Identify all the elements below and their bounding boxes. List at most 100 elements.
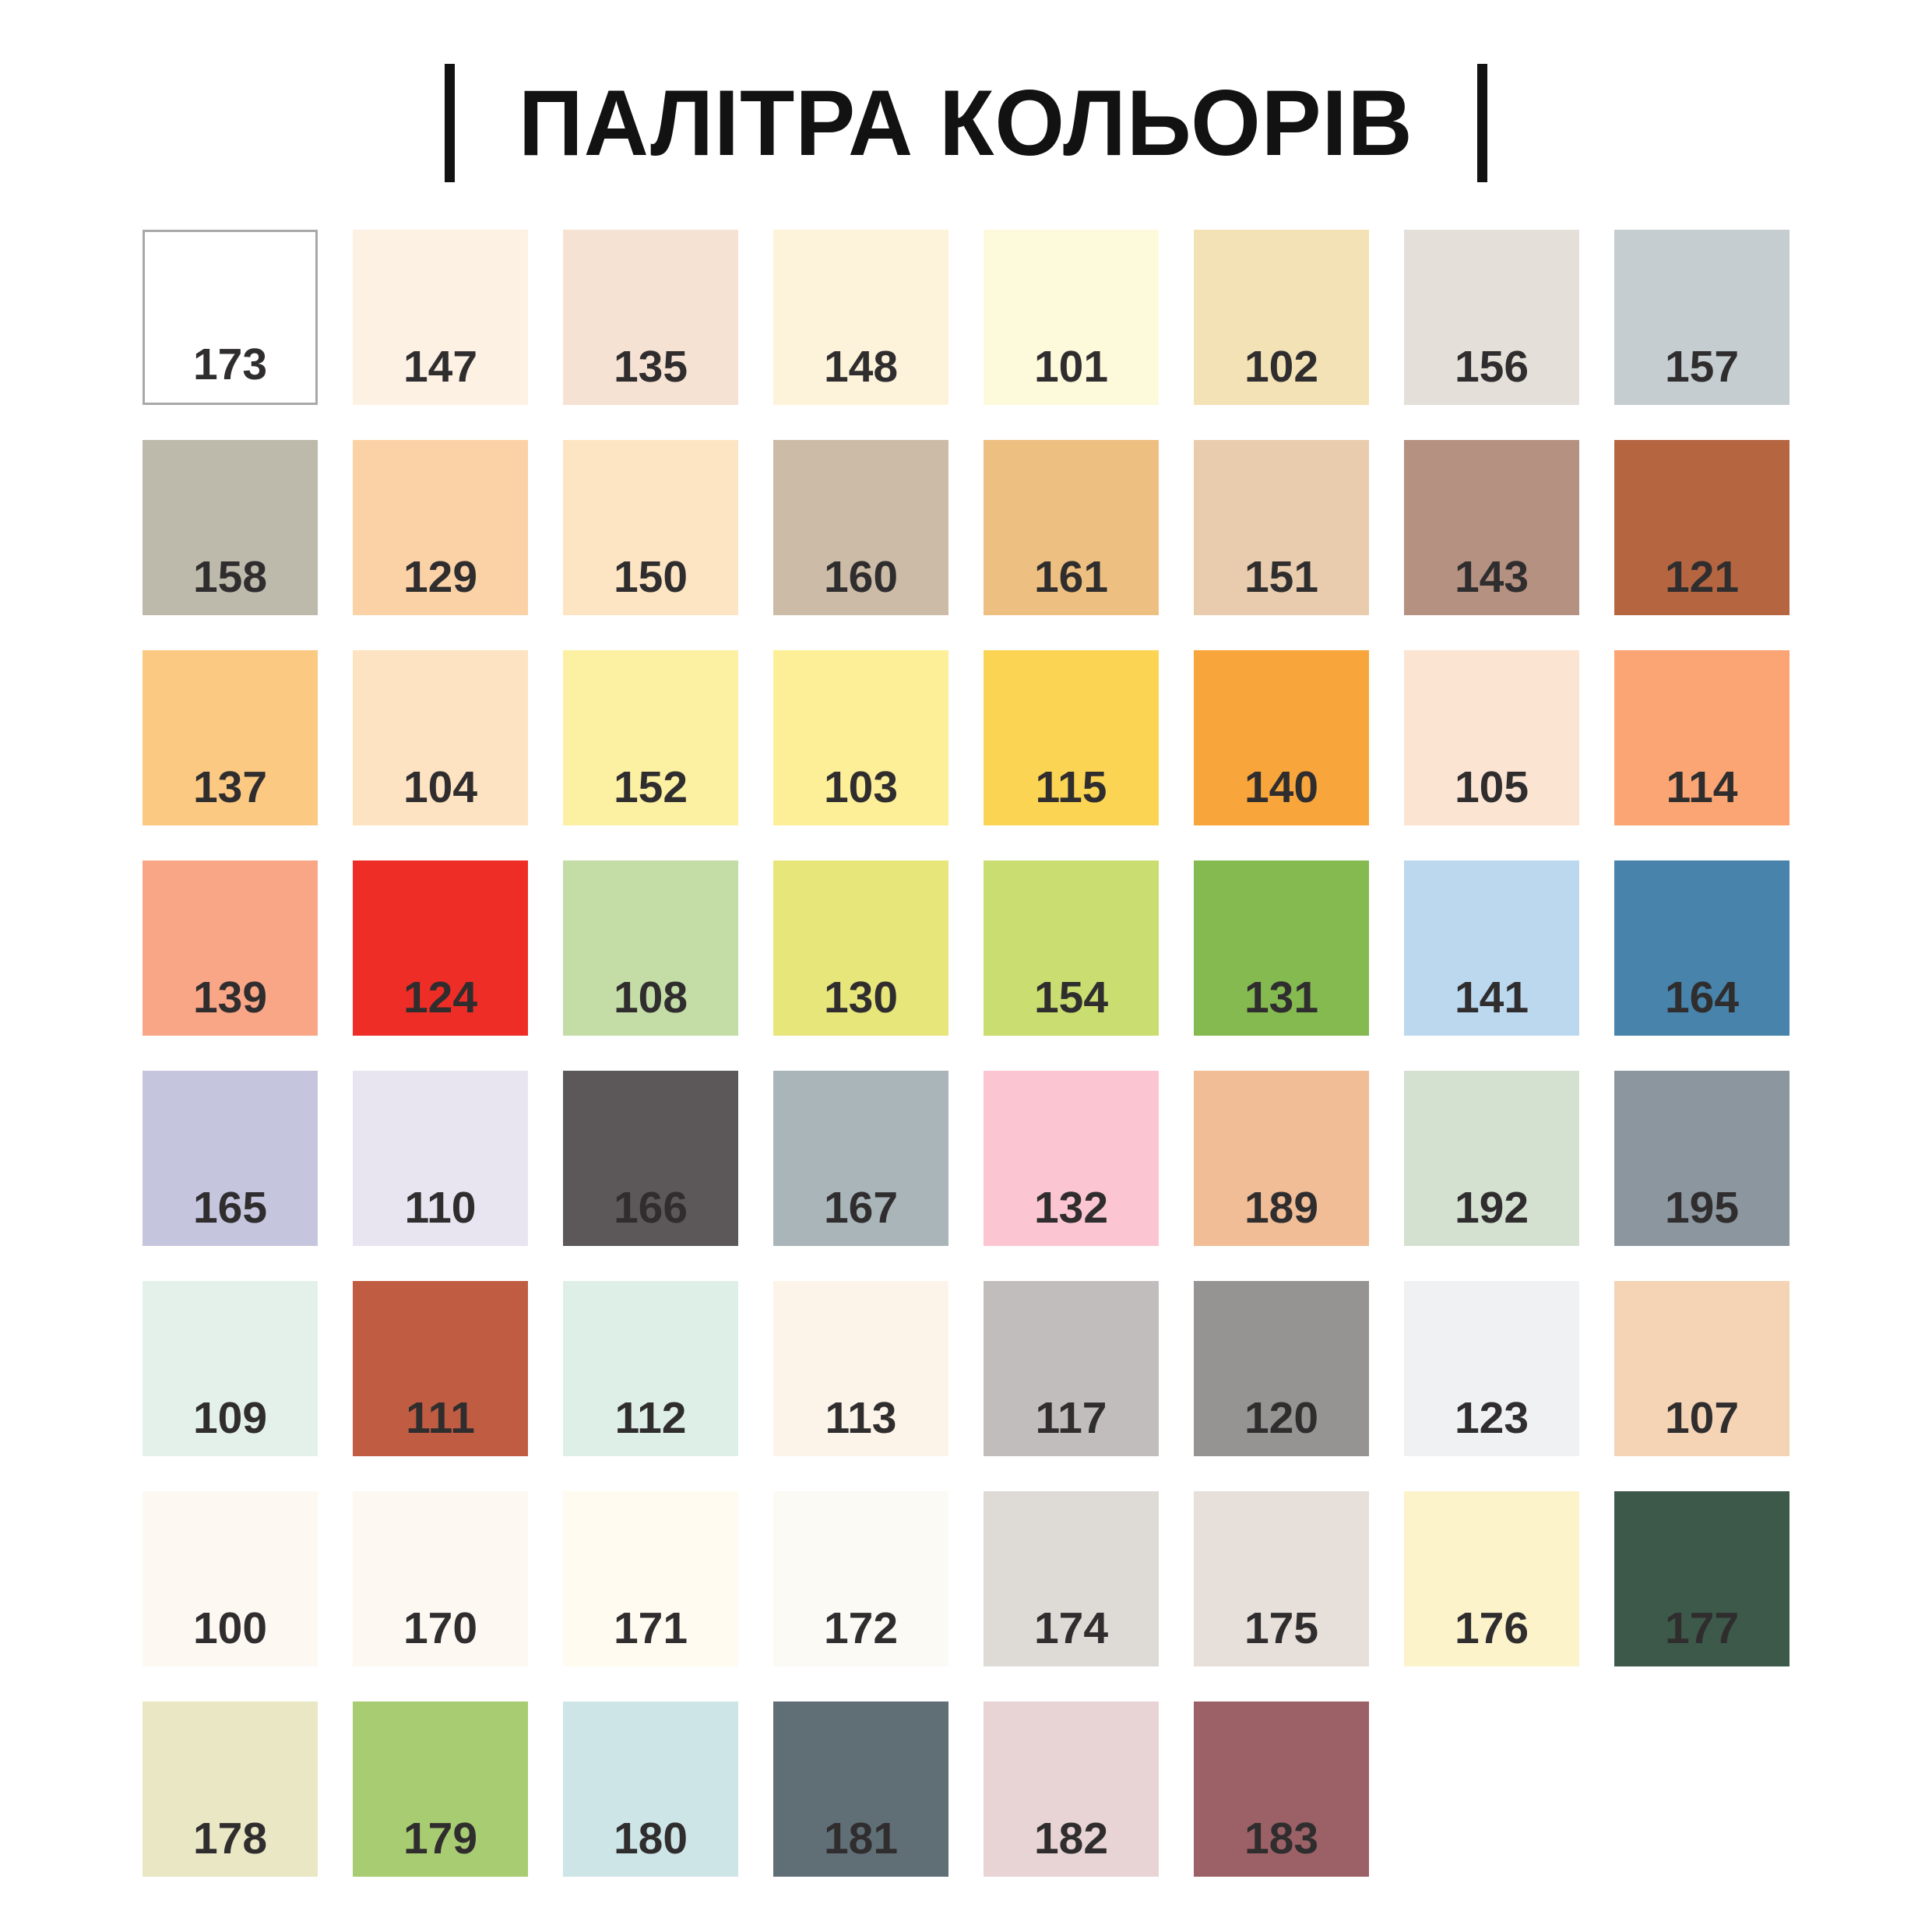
swatch-code-label: 156 <box>1454 342 1529 392</box>
color-swatch-121: 121 <box>1614 440 1789 615</box>
swatch-code-label: 177 <box>1664 1603 1740 1653</box>
color-swatch-174: 174 <box>984 1491 1159 1666</box>
color-swatch-137: 137 <box>143 650 318 825</box>
swatch-code-label: 165 <box>192 1183 268 1233</box>
swatch-code-label: 164 <box>1664 973 1740 1022</box>
color-swatch-150: 150 <box>563 440 738 615</box>
color-swatch-107: 107 <box>1614 1281 1789 1456</box>
color-swatch-123: 123 <box>1404 1281 1579 1456</box>
swatch-code-label: 148 <box>823 342 899 392</box>
swatch-code-label: 132 <box>1033 1183 1109 1233</box>
color-swatch-105: 105 <box>1404 650 1579 825</box>
swatch-code-label: 108 <box>613 973 688 1022</box>
color-swatch-177: 177 <box>1614 1491 1789 1666</box>
swatch-code-label: 151 <box>1244 552 1319 602</box>
color-swatch-130: 130 <box>773 860 948 1036</box>
swatch-code-label: 195 <box>1664 1183 1740 1233</box>
swatch-code-label: 110 <box>404 1183 477 1233</box>
color-swatch-175: 175 <box>1194 1491 1369 1666</box>
color-swatch-181: 181 <box>773 1701 948 1877</box>
color-swatch-176: 176 <box>1404 1491 1579 1666</box>
swatch-code-label: 192 <box>1454 1183 1529 1233</box>
swatch-code-label: 115 <box>1035 762 1107 812</box>
swatch-code-label: 102 <box>1244 342 1319 392</box>
color-swatch-110: 110 <box>353 1071 528 1246</box>
swatch-code-label: 117 <box>1035 1393 1107 1443</box>
swatch-code-label: 152 <box>613 762 688 812</box>
page-title: ПАЛІТРА КОЛЬОРІВ <box>519 71 1413 175</box>
swatch-code-label: 104 <box>403 762 478 812</box>
color-swatch-148: 148 <box>773 230 948 405</box>
color-swatch-151: 151 <box>1194 440 1369 615</box>
color-palette-grid: 173 147 135 148 101 102 156 157 158 129 … <box>143 230 1789 1877</box>
title-left-bar <box>445 64 456 182</box>
color-swatch-161: 161 <box>984 440 1159 615</box>
color-swatch-183: 183 <box>1194 1701 1369 1877</box>
color-swatch-154: 154 <box>984 860 1159 1036</box>
swatch-code-label: 160 <box>823 552 899 602</box>
swatch-code-label: 121 <box>1664 552 1740 602</box>
swatch-code-label: 135 <box>613 342 688 392</box>
color-swatch-192: 192 <box>1404 1071 1579 1246</box>
swatch-code-label: 123 <box>1454 1393 1529 1443</box>
swatch-code-label: 172 <box>823 1603 899 1653</box>
color-swatch-173: 173 <box>143 230 318 405</box>
swatch-code-label: 178 <box>192 1814 268 1863</box>
color-swatch-131: 131 <box>1194 860 1369 1036</box>
color-swatch-100: 100 <box>143 1491 318 1666</box>
color-swatch-117: 117 <box>984 1281 1159 1456</box>
swatch-code-label: 161 <box>1033 552 1109 602</box>
color-swatch-129: 129 <box>353 440 528 615</box>
swatch-code-label: 107 <box>1664 1393 1740 1443</box>
swatch-code-label: 175 <box>1244 1603 1319 1653</box>
swatch-code-label: 171 <box>613 1603 688 1653</box>
swatch-code-label: 129 <box>403 552 478 602</box>
swatch-code-label: 167 <box>823 1183 899 1233</box>
color-swatch-102: 102 <box>1194 230 1369 405</box>
swatch-code-label: 157 <box>1664 342 1740 392</box>
color-swatch-170: 170 <box>353 1491 528 1666</box>
swatch-code-label: 131 <box>1244 973 1319 1022</box>
color-swatch-172: 172 <box>773 1491 948 1666</box>
swatch-code-label: 150 <box>613 552 688 602</box>
color-swatch-164: 164 <box>1614 860 1789 1036</box>
color-swatch-157: 157 <box>1614 230 1789 405</box>
color-swatch-160: 160 <box>773 440 948 615</box>
color-swatch-165: 165 <box>143 1071 318 1246</box>
swatch-code-label: 112 <box>614 1393 687 1443</box>
swatch-code-label: 176 <box>1454 1603 1529 1653</box>
color-swatch-171: 171 <box>563 1491 738 1666</box>
page-header: ПАЛІТРА КОЛЬОРІВ <box>0 0 1932 185</box>
swatch-code-label: 166 <box>613 1183 688 1233</box>
color-swatch-195: 195 <box>1614 1071 1789 1246</box>
swatch-code-label: 114 <box>1666 762 1738 812</box>
swatch-code-label: 130 <box>823 973 899 1022</box>
color-swatch-103: 103 <box>773 650 948 825</box>
color-swatch-147: 147 <box>353 230 528 405</box>
color-swatch-156: 156 <box>1404 230 1579 405</box>
color-swatch-158: 158 <box>143 440 318 615</box>
swatch-code-label: 100 <box>192 1603 268 1653</box>
swatch-code-label: 141 <box>1454 973 1529 1022</box>
swatch-code-label: 139 <box>192 973 268 1022</box>
swatch-code-label: 140 <box>1244 762 1319 812</box>
swatch-code-label: 170 <box>403 1603 478 1653</box>
color-swatch-140: 140 <box>1194 650 1369 825</box>
color-swatch-132: 132 <box>984 1071 1159 1246</box>
title-right-bar <box>1476 64 1487 182</box>
swatch-code-label: 103 <box>823 762 899 812</box>
swatch-code-label: 182 <box>1033 1814 1109 1863</box>
swatch-code-label: 147 <box>403 342 478 392</box>
swatch-code-label: 154 <box>1033 973 1109 1022</box>
color-swatch-101: 101 <box>984 230 1159 405</box>
swatch-code-label: 105 <box>1454 762 1529 812</box>
color-swatch-109: 109 <box>143 1281 318 1456</box>
swatch-code-label: 158 <box>192 552 268 602</box>
color-swatch-112: 112 <box>563 1281 738 1456</box>
color-swatch-113: 113 <box>773 1281 948 1456</box>
color-swatch-189: 189 <box>1194 1071 1369 1246</box>
color-swatch-167: 167 <box>773 1071 948 1246</box>
swatch-code-label: 179 <box>403 1814 478 1863</box>
swatch-code-label: 120 <box>1244 1393 1319 1443</box>
color-swatch-179: 179 <box>353 1701 528 1877</box>
